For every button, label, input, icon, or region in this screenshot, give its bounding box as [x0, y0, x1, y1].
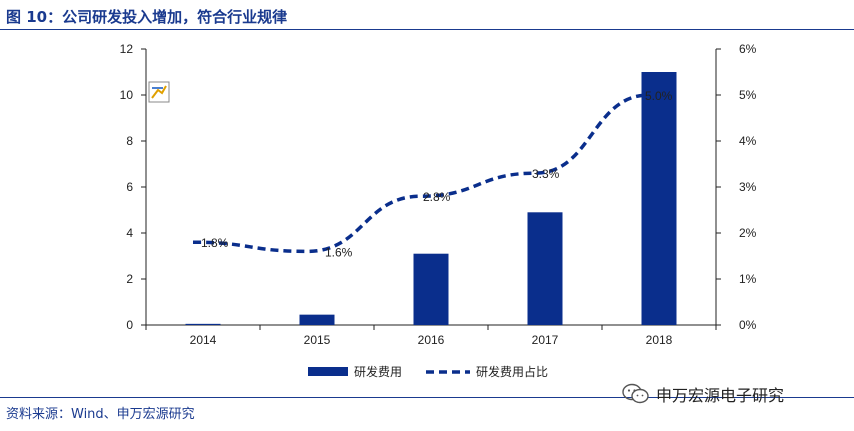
x-tick-label: 2014 [190, 333, 217, 347]
x-tick-label: 2015 [304, 333, 331, 347]
data-label: 5.0% [645, 89, 673, 103]
y-right-tick-label: 5% [739, 88, 757, 102]
y-right-tick-label: 3% [739, 180, 757, 194]
x-tick-label: 2016 [418, 333, 445, 347]
watermark: 申万宏源电子研究 [622, 382, 784, 406]
bar [641, 72, 677, 325]
y-right-tick-label: 1% [739, 272, 757, 286]
watermark-text: 申万宏源电子研究 [656, 386, 785, 405]
legend-line-label: 研发费用占比 [476, 364, 548, 379]
y-left-tick-label: 10 [120, 88, 134, 102]
x-tick-label: 2018 [646, 333, 673, 347]
y-right-tick-label: 4% [739, 134, 757, 148]
data-label: 1.8% [201, 236, 229, 250]
bar [413, 253, 449, 325]
chart-object-icon-mark [151, 85, 167, 99]
bottom-rule [0, 397, 854, 398]
top-rule [0, 29, 854, 30]
data-label: 3.3% [532, 167, 560, 181]
wechat-icon [622, 383, 649, 404]
y-right-tick-label: 0% [739, 318, 757, 332]
line-series [192, 93, 650, 254]
y-left-tick-label: 4 [126, 226, 133, 240]
y-left-tick-label: 8 [126, 134, 133, 148]
y-left-tick-label: 0 [126, 318, 133, 332]
combo-chart: 0 2 4 6 8 10 12 0% 1% 2% 3% 4% 5% 6% 2014 2015 2016 2017 2… [120, 42, 757, 379]
legend-bar-label: 研发费用 [354, 364, 402, 379]
y-right-tick-label: 6% [739, 42, 757, 56]
x-tick-label: 2017 [532, 333, 559, 347]
legend-bar-swatch [308, 367, 348, 376]
figure-title: 图 10：公司研发投入增加，符合行业规律 [6, 8, 288, 26]
y-left-tick-label: 6 [126, 180, 133, 194]
bar [299, 314, 335, 325]
y-left-tick-label: 12 [120, 42, 134, 56]
data-label: 2.8% [423, 190, 451, 204]
data-label: 1.6% [325, 245, 353, 259]
bar [185, 323, 221, 325]
y-left-tick-label: 2 [126, 272, 133, 286]
source-note: 资料来源：Wind、申万宏源研究 [6, 407, 195, 422]
y-right-tick-label: 2% [739, 226, 757, 240]
bar [527, 212, 563, 325]
